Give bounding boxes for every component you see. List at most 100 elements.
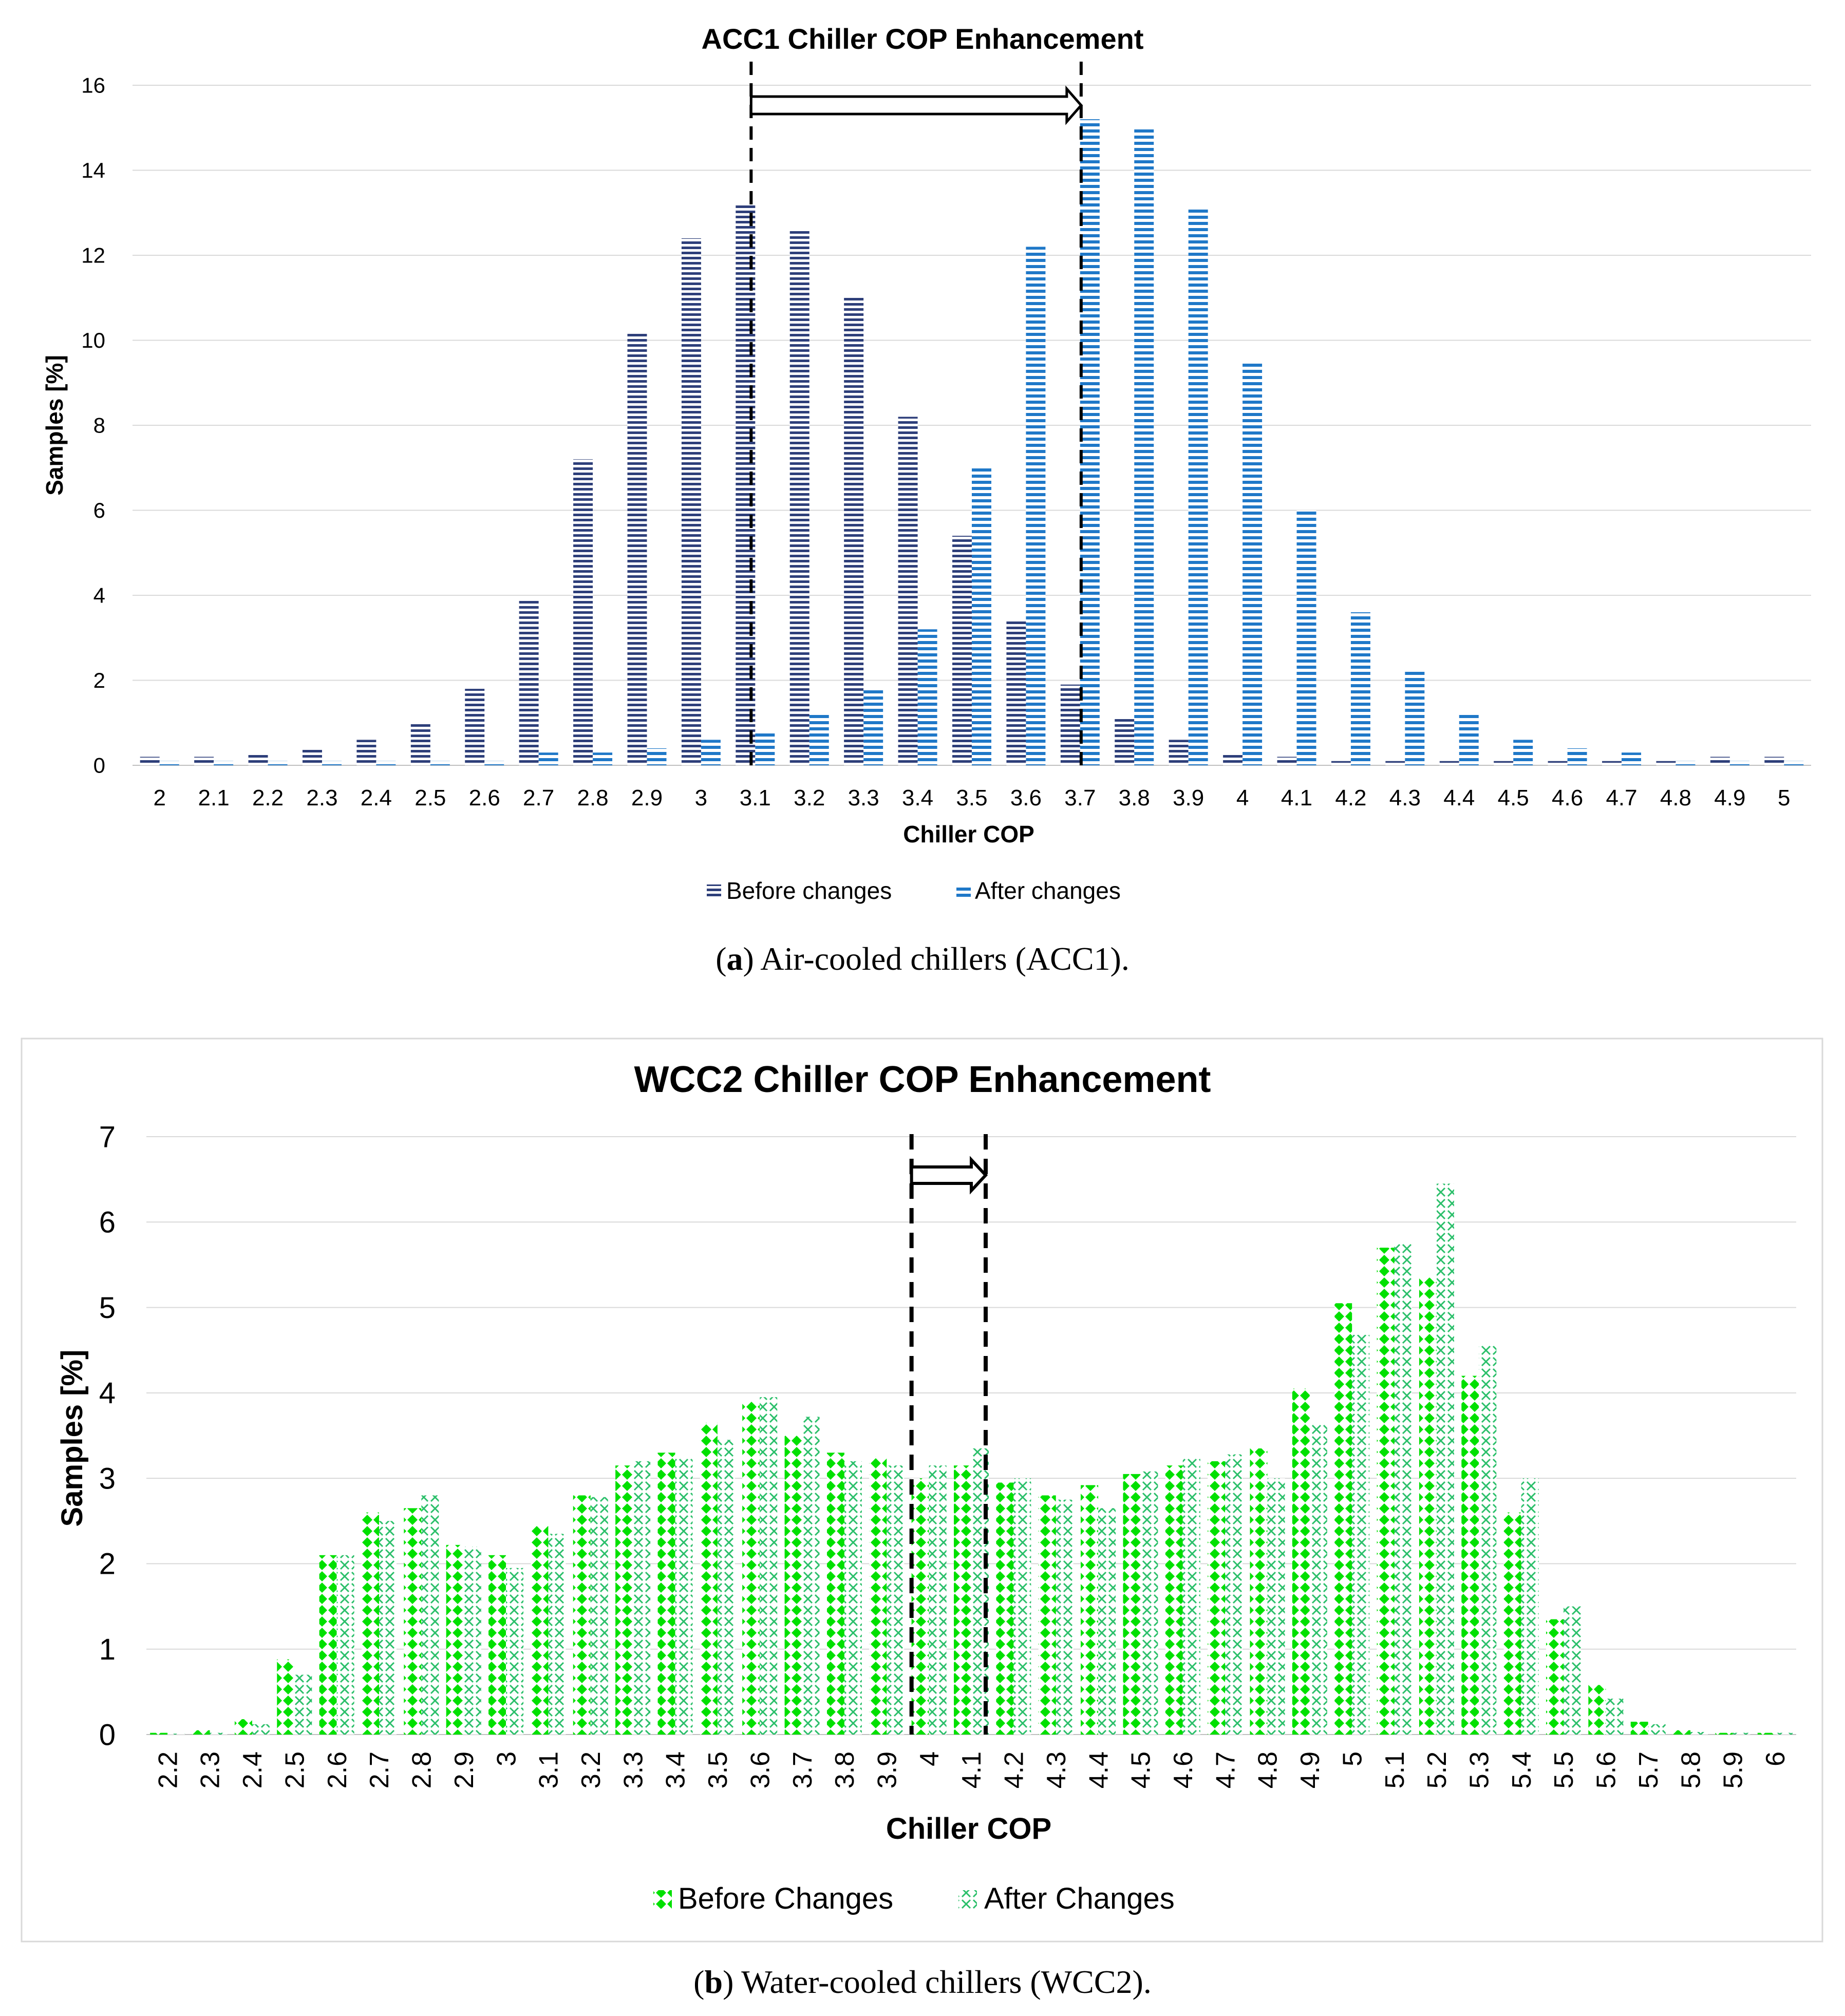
shift-annotation	[749, 62, 1083, 765]
bar-after	[1479, 1346, 1497, 1735]
x-tick-label: 3.9	[1173, 785, 1204, 811]
x-tick-label: 4.7	[1606, 785, 1637, 811]
bar-after	[336, 1555, 354, 1735]
bar-after	[430, 761, 450, 765]
y-tick-label: 3	[99, 1462, 116, 1495]
x-tick-label: 4.4	[1443, 785, 1475, 811]
caption-letter: b	[704, 1964, 723, 2000]
bar-after	[214, 761, 234, 765]
bar-before	[1006, 620, 1026, 765]
x-tick-label: 4	[915, 1751, 945, 1766]
y-tick-label: 6	[93, 498, 105, 522]
bar-after	[1026, 247, 1046, 765]
bar-before	[681, 238, 701, 765]
bar-after	[675, 1457, 693, 1735]
bar-after	[1564, 1606, 1582, 1735]
bar-after	[1352, 1334, 1370, 1735]
bar-before	[869, 1457, 887, 1735]
x-tick-label: 5	[1778, 785, 1790, 811]
bar-after	[252, 1724, 270, 1735]
legend: Before Changes After Changes	[653, 1882, 1175, 1915]
bar-after	[268, 761, 288, 765]
x-tick-label: 4.4	[1084, 1751, 1114, 1788]
x-tick-label: 2.6	[469, 785, 500, 811]
x-tick-label: 4.8	[1660, 785, 1691, 811]
bar-before	[1710, 757, 1730, 765]
x-tick-label: 3.3	[618, 1751, 648, 1788]
bar-before	[1588, 1685, 1606, 1735]
bar-after	[322, 761, 342, 765]
x-axis-title: Chiller COP	[903, 821, 1034, 847]
bar-before	[954, 1465, 971, 1735]
bar-before	[1169, 740, 1189, 765]
caption-text: Water-cooled chillers (WCC2).	[733, 1964, 1151, 2000]
bar-before	[192, 1730, 210, 1735]
bar-before	[826, 1453, 844, 1735]
x-tick-label: 4.5	[1126, 1751, 1156, 1788]
bar-after	[863, 689, 883, 765]
x-tick-label: 3.2	[576, 1751, 606, 1788]
bar-after	[421, 1495, 439, 1735]
x-tick-label: 3.9	[872, 1751, 902, 1788]
x-tick-label: 5.1	[1380, 1751, 1410, 1788]
bar-before	[1602, 761, 1622, 765]
x-tick-label: 2.9	[631, 785, 663, 811]
legend: Before changes After changes	[707, 877, 1121, 904]
x-tick-label: 3.7	[788, 1751, 818, 1788]
bar-after	[294, 1674, 312, 1735]
bar-after	[633, 1461, 651, 1735]
bar-before	[742, 1401, 760, 1735]
bar-after	[1690, 1732, 1708, 1735]
x-tick-label: 3.3	[848, 785, 879, 811]
bar-before	[615, 1465, 633, 1735]
bar-before	[573, 1495, 591, 1735]
bar-after	[1188, 208, 1208, 766]
bar-before	[1385, 761, 1405, 765]
bar-before	[150, 1732, 168, 1735]
bar-before	[573, 459, 593, 765]
x-tick-label: 4.9	[1714, 785, 1745, 811]
bar-after	[1648, 1724, 1666, 1735]
y-axis-title: Samples [%]	[55, 1350, 89, 1527]
y-tick-labels: 0 1 2 3 4 5 6 7	[99, 1120, 116, 1751]
bar-before	[1250, 1448, 1268, 1735]
y-tick-label: 8	[93, 413, 105, 438]
bar-after	[647, 748, 667, 765]
bar-after	[844, 1461, 862, 1735]
bar-after	[802, 1417, 820, 1735]
caption: (a) Air-cooled chillers (ACC1).	[716, 940, 1129, 977]
bar-after	[1775, 1732, 1793, 1735]
x-tick-label: 6	[1761, 1751, 1791, 1766]
x-tick-label: 2.8	[407, 1751, 437, 1788]
legend-label-after: After changes	[975, 877, 1121, 904]
bar-after	[760, 1397, 778, 1735]
y-tick-label: 1	[99, 1633, 116, 1666]
y-axis-title: Samples [%]	[41, 355, 68, 496]
bar-after	[159, 761, 179, 765]
x-tick-label: 5.2	[1422, 1751, 1452, 1788]
x-tick-label: 4.2	[1335, 785, 1366, 811]
x-tick-label: 3.1	[740, 785, 771, 811]
x-tick-label: 3.8	[1119, 785, 1150, 811]
bar-after	[1606, 1699, 1624, 1735]
bar-before	[1377, 1248, 1395, 1735]
bar-after	[1567, 748, 1587, 765]
bar-after	[755, 731, 775, 765]
bar-before	[1439, 761, 1459, 765]
x-tick-label: 4.1	[1281, 785, 1312, 811]
panel-wcc2: WCC2 Chiller COP Enhancement 0 1 2 3 4 5 6 7 2.…	[21, 1038, 1823, 2000]
bar-before	[1123, 1474, 1141, 1735]
y-tick-label: 4	[93, 583, 105, 608]
x-tick-label: 3.7	[1064, 785, 1096, 811]
bar-after	[1296, 510, 1316, 765]
y-tick-label: 14	[81, 158, 105, 182]
x-tick-label: 2	[153, 785, 165, 811]
x-tick-label: 3	[492, 1751, 521, 1766]
bar-after	[701, 740, 721, 765]
x-tick-label: 4.6	[1552, 785, 1583, 811]
x-tick-label: 3.8	[830, 1751, 860, 1788]
bar-after	[1784, 761, 1804, 765]
bar-after	[1182, 1457, 1200, 1735]
bar-after	[1242, 361, 1263, 765]
